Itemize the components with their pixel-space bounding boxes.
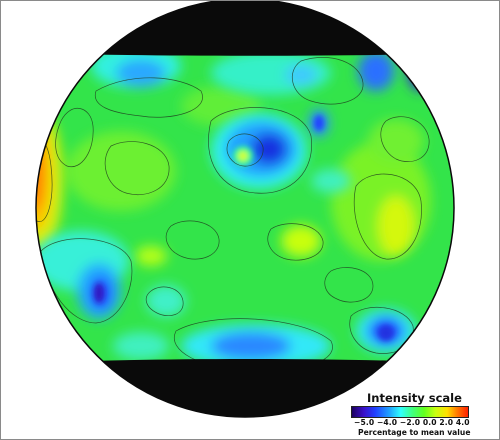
intensity-color-bar: [351, 406, 469, 418]
sphere-outline: [35, 1, 455, 418]
intensity-scale-caption: Percentage to mean value: [358, 428, 471, 437]
intensity-scale-title: Intensity scale: [367, 391, 462, 405]
intensity-scale-tick-labels: −5.0 −4.0 −2.0 0.0 2.0 4.0: [354, 418, 470, 427]
left-edge-hot-band: [36, 111, 63, 251]
small-features: [94, 115, 394, 341]
warm-regions: [66, 86, 431, 266]
